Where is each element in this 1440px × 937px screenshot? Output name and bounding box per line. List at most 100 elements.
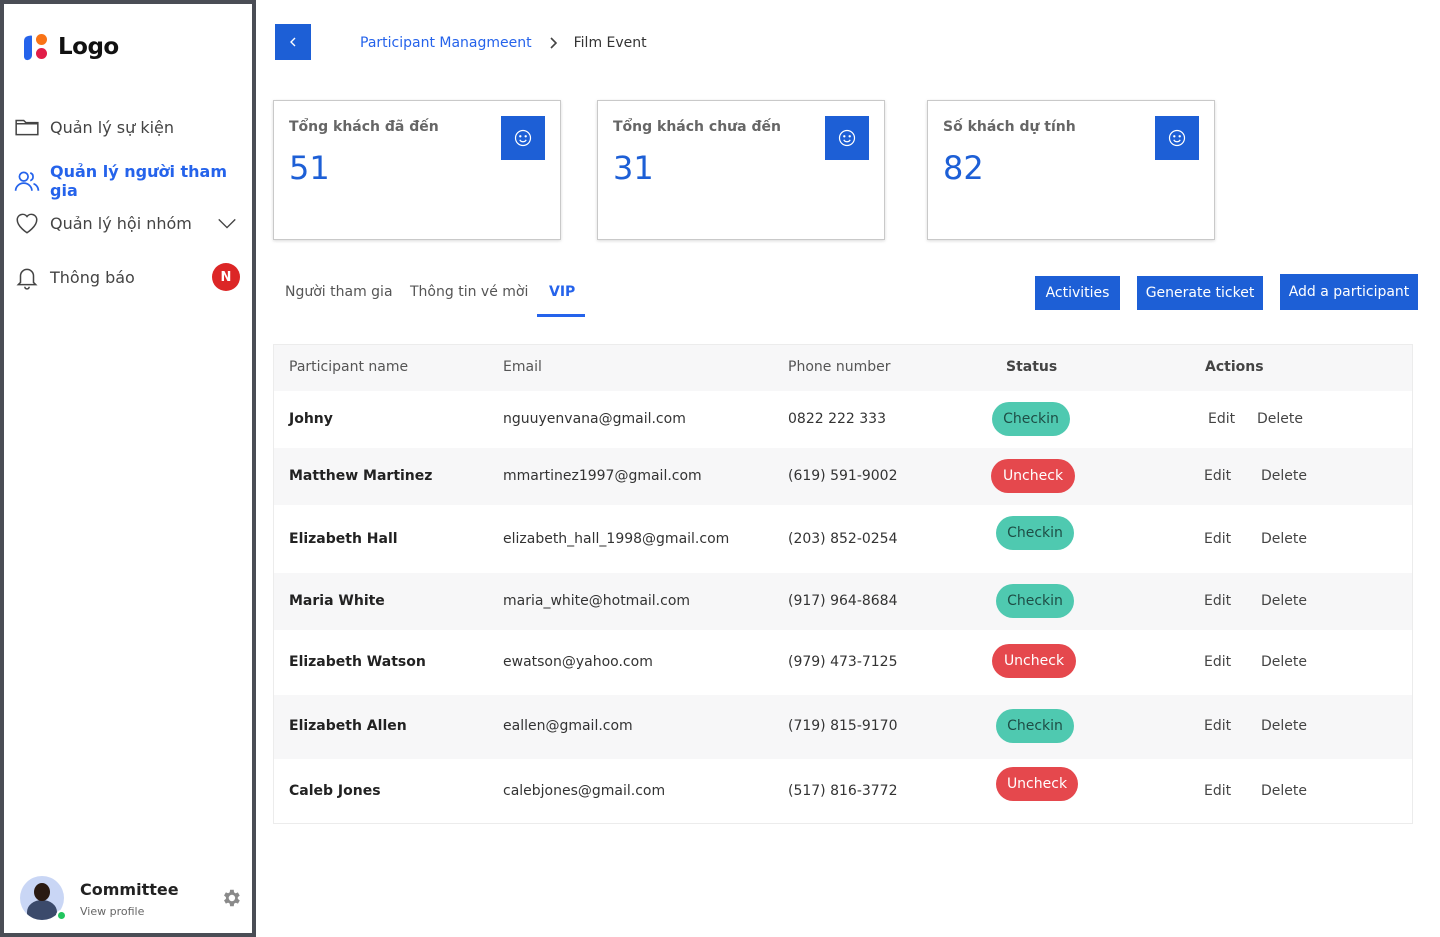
sidebar-item-events[interactable]: Quản lý sự kiện <box>14 114 246 140</box>
back-button[interactable] <box>275 24 311 60</box>
chevron-down-icon[interactable] <box>216 212 238 234</box>
sidebar-item-label: Quản lý người tham gia <box>50 162 228 200</box>
edit-link[interactable]: Edit <box>1208 411 1236 427</box>
participant-phone: (719) 815-9170 <box>788 718 898 734</box>
smile-icon <box>1155 116 1199 160</box>
status-badge[interactable]: Checkin <box>996 584 1074 618</box>
status-badge[interactable]: Checkin <box>996 516 1074 550</box>
sidebar: Logo Quản lý sự kiện Quản lý người tham … <box>0 0 256 937</box>
participant-name: Caleb Jones <box>289 783 381 799</box>
stat-label: Số khách dự tính <box>943 119 1076 135</box>
delete-link[interactable]: Delete <box>1261 468 1307 484</box>
status-badge[interactable]: Uncheck <box>996 767 1078 801</box>
sidebar-item-participants[interactable]: Quản lý người tham gia <box>14 162 246 200</box>
table-row: Johny nguuyenvana@gmail.com 0822 222 333… <box>274 391 1412 448</box>
table-row: Matthew Martinez mmartinez1997@gmail.com… <box>274 448 1412 505</box>
participant-email: eallen@gmail.com <box>503 718 633 734</box>
participant-phone: (979) 473-7125 <box>788 654 898 670</box>
delete-link[interactable]: Delete <box>1261 783 1307 799</box>
table-header: Participant name Email Phone number Stat… <box>274 345 1412 391</box>
breadcrumb-parent-link[interactable]: Participant Managmeent <box>360 35 532 51</box>
sidebar-item-groups[interactable]: Quản lý hội nhóm <box>14 210 246 236</box>
stat-value: 51 <box>289 149 330 187</box>
bell-icon <box>16 268 38 290</box>
logo-icon <box>22 32 52 62</box>
delete-link[interactable]: Delete <box>1257 411 1303 427</box>
participant-phone: (917) 964-8684 <box>788 593 898 609</box>
folder-icon <box>15 119 39 136</box>
column-header-name: Participant name <box>289 359 409 375</box>
profile[interactable]: Committee View profile <box>20 874 246 922</box>
status-badge[interactable]: Uncheck <box>992 644 1076 678</box>
edit-link[interactable]: Edit <box>1204 468 1232 484</box>
tab-participants[interactable]: Người tham gia <box>285 284 393 300</box>
column-header-status: Status <box>1006 359 1058 375</box>
stat-card-not-arrived: Tổng khách chưa đến 31 <box>597 100 885 240</box>
online-status-dot <box>56 910 67 921</box>
notification-badge: N <box>212 263 240 291</box>
status-badge[interactable]: Checkin <box>996 709 1074 743</box>
table-row: Caleb Jones calebjones@gmail.com (517) 8… <box>274 759 1412 823</box>
profile-name: Committee <box>80 880 179 899</box>
breadcrumb: Participant Managmeent Film Event <box>360 35 647 51</box>
column-header-email: Email <box>503 359 542 375</box>
participants-table: Participant name Email Phone number Stat… <box>273 344 1413 824</box>
stat-label: Tổng khách chưa đến <box>613 119 781 135</box>
sidebar-item-label: Quản lý hội nhóm <box>50 213 192 233</box>
participant-email: maria_white@hotmail.com <box>503 593 691 609</box>
active-tab-indicator <box>537 314 585 317</box>
participant-phone: (203) 852-0254 <box>788 531 898 547</box>
tab-invitation-info[interactable]: Thông tin vé mời <box>410 284 529 300</box>
breadcrumb-current: Film Event <box>573 35 647 51</box>
participant-email: elizabeth_hall_1998@gmail.com <box>503 531 730 547</box>
tab-vip[interactable]: VIP <box>549 284 576 300</box>
sidebar-item-label: Thông báo <box>50 267 135 287</box>
generate-ticket-button[interactable]: Generate ticket <box>1137 276 1263 310</box>
participant-name: Elizabeth Watson <box>289 654 426 670</box>
participant-email: mmartinez1997@gmail.com <box>503 468 702 484</box>
table-row: Maria White maria_white@hotmail.com (917… <box>274 573 1412 630</box>
participant-email: nguuyenvana@gmail.com <box>503 411 686 427</box>
delete-link[interactable]: Delete <box>1261 718 1307 734</box>
sidebar-item-notifications[interactable]: Thông báo N <box>14 263 246 291</box>
participant-email: ewatson@yahoo.com <box>503 654 653 670</box>
edit-link[interactable]: Edit <box>1204 593 1232 609</box>
avatar[interactable] <box>20 876 64 920</box>
table-row: Elizabeth Watson ewatson@yahoo.com (979)… <box>274 630 1412 695</box>
add-participant-button[interactable]: Add a participant <box>1280 274 1418 310</box>
participant-name: Elizabeth Hall <box>289 531 398 547</box>
stat-value: 31 <box>613 149 654 187</box>
participant-phone: (517) 816-3772 <box>788 783 898 799</box>
table-row: Elizabeth Hall elizabeth_hall_1998@gmail… <box>274 505 1412 573</box>
smile-icon <box>501 116 545 160</box>
delete-link[interactable]: Delete <box>1261 654 1307 670</box>
stat-card-arrived: Tổng khách đã đến 51 <box>273 100 561 240</box>
column-header-actions: Actions <box>1205 359 1264 375</box>
edit-link[interactable]: Edit <box>1204 718 1232 734</box>
participant-phone: (619) 591-9002 <box>788 468 898 484</box>
participant-name: Elizabeth Allen <box>289 718 407 734</box>
logo[interactable]: Logo <box>22 32 119 62</box>
gear-icon[interactable] <box>220 887 242 909</box>
participant-email: calebjones@gmail.com <box>503 783 666 799</box>
delete-link[interactable]: Delete <box>1261 531 1307 547</box>
heart-icon <box>16 213 38 234</box>
stat-value: 82 <box>943 149 984 187</box>
activities-button[interactable]: Activities <box>1035 276 1120 310</box>
participant-name: Maria White <box>289 593 385 609</box>
participant-name: Matthew Martinez <box>289 468 433 484</box>
view-profile-link[interactable]: View profile <box>80 905 145 918</box>
stat-card-expected: Số khách dự tính 82 <box>927 100 1215 240</box>
sidebar-item-label: Quản lý sự kiện <box>50 117 175 137</box>
edit-link[interactable]: Edit <box>1204 783 1232 799</box>
status-badge[interactable]: Uncheck <box>991 459 1075 493</box>
status-badge[interactable]: Checkin <box>992 402 1070 436</box>
edit-link[interactable]: Edit <box>1204 654 1232 670</box>
participant-name: Johny <box>289 411 333 427</box>
delete-link[interactable]: Delete <box>1261 593 1307 609</box>
users-icon <box>14 171 40 191</box>
chevron-left-icon <box>290 37 296 47</box>
edit-link[interactable]: Edit <box>1204 531 1232 547</box>
column-header-phone: Phone number <box>788 359 891 375</box>
logo-text: Logo <box>58 34 119 60</box>
